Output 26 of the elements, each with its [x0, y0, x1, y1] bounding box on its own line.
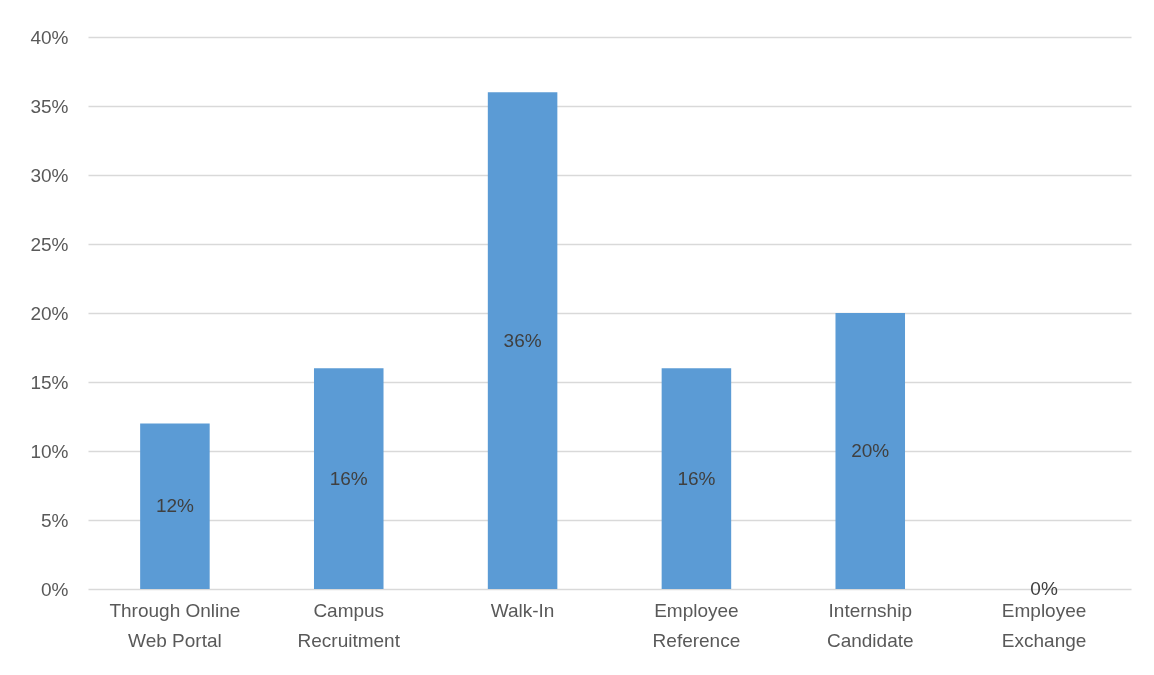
bar: [140, 423, 210, 589]
data-label: 20%: [851, 440, 890, 461]
y-tick-label: 30%: [30, 164, 69, 186]
y-tick-label: 35%: [30, 95, 69, 117]
y-tick-label: 40%: [30, 26, 69, 48]
y-tick-label: 0%: [41, 578, 69, 600]
x-tick-label: Internship Candidate: [826, 599, 914, 651]
bar: [487, 92, 558, 589]
data-label: 16%: [329, 467, 368, 489]
y-tick-label: 15%: [30, 371, 69, 393]
x-tick-label: Employee Reference: [652, 599, 741, 651]
y-tick-label: 5%: [41, 509, 69, 531]
y-tick-label: 25%: [30, 233, 69, 255]
data-label: 16%: [677, 467, 716, 489]
x-tick-label: Through Online Web Portal: [109, 599, 241, 651]
x-tick-label: Walk-In: [490, 599, 555, 621]
x-tick-label: Campus Recruitment: [297, 599, 401, 651]
data-label: 0%: [1030, 578, 1058, 599]
y-tick-label: 10%: [30, 440, 69, 462]
x-tick-label: Employee Exchange: [1001, 599, 1087, 651]
data-label: 36%: [503, 329, 542, 351]
bar: [313, 368, 384, 589]
bar: [835, 313, 906, 589]
bar: [661, 368, 732, 589]
data-label: 12%: [155, 495, 195, 517]
y-tick-label: 20%: [30, 302, 69, 324]
